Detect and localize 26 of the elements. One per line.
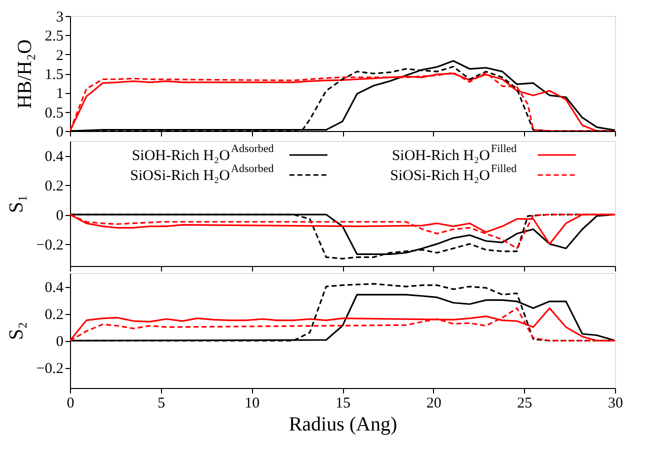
x-axis-title: Radius (Ang)	[288, 414, 398, 436]
y-tick-label: 0.4	[44, 280, 64, 296]
y-tick-label: 1	[56, 86, 64, 102]
y-axis-title: S₂	[5, 322, 28, 340]
y-tick-label: −0.2	[36, 361, 64, 378]
x-tick-label: 5	[158, 396, 166, 412]
y-tick-label: 2	[56, 48, 64, 64]
y-tick-label: 0	[56, 334, 64, 350]
x-tick-label: 25	[517, 396, 532, 412]
y-tick-label: −0.2	[36, 237, 64, 254]
y-tick-label: 0.5	[44, 105, 64, 122]
x-tick-label: 0	[66, 396, 74, 412]
x-tick-label: 30	[608, 396, 623, 412]
x-tick-label: 20	[426, 396, 442, 412]
x-tick-label: 15	[336, 396, 350, 412]
y-tick-label: 0	[56, 124, 64, 140]
y-tick-label: 0.4	[44, 149, 64, 166]
y-tick-label: 0.2	[44, 307, 64, 324]
y-tick-label: 2.5	[44, 28, 64, 45]
y-tick-label: 1.5	[44, 67, 64, 83]
x-tick-label: 10	[244, 396, 260, 412]
y-tick-label: 0.2	[44, 178, 64, 195]
y-tick-label: 0	[56, 208, 64, 224]
y-axis-title: HB/H₂O	[14, 39, 36, 109]
y-axis-title: S₁	[5, 194, 28, 214]
y-tick-label: 3	[56, 10, 64, 26]
